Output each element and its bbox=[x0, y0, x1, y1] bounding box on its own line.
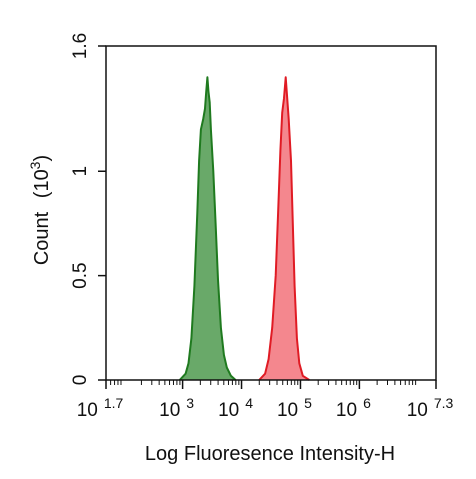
histogram-series-group bbox=[178, 76, 310, 381]
x-tick-label-0: 10 1.7 bbox=[77, 395, 124, 421]
x-tick-label-5: 10 7.3 bbox=[407, 395, 454, 421]
x-axis-title: Log Fluoresence Intensity-H bbox=[145, 443, 395, 465]
plot-area: 0 0.5 1 1.6 10 1.7 10 3 10 4 10 5 10 6 10 7.3 bbox=[70, 33, 454, 421]
x-tick-label-2: 10 4 bbox=[218, 395, 253, 421]
x-minor-ticks bbox=[110, 380, 417, 385]
y-tick-label-2: 1 bbox=[70, 166, 91, 177]
x-tick-label-1: 10 3 bbox=[159, 395, 194, 421]
y-axis-unit-exponent: 3 bbox=[27, 161, 43, 169]
histogram-line-2 bbox=[258, 76, 310, 381]
y-tick-label-0: 0 bbox=[70, 375, 91, 386]
y-axis-title: Count (103) bbox=[27, 155, 53, 265]
histogram-fill-1 bbox=[179, 77, 236, 381]
histogram-line-1 bbox=[178, 76, 237, 381]
x-tick-label-4: 10 6 bbox=[336, 395, 371, 421]
y-tick-label-1: 0.5 bbox=[70, 262, 91, 288]
y-axis-unit-open: (10 bbox=[31, 169, 53, 198]
plot-frame bbox=[105, 45, 437, 381]
y-axis-unit-close: ) bbox=[31, 155, 53, 162]
histogram-fill-2 bbox=[259, 77, 310, 381]
y-tick-label-3: 1.6 bbox=[70, 33, 91, 59]
y-axis: 0 0.5 1 1.6 bbox=[70, 33, 106, 386]
x-tick-label-3: 10 5 bbox=[277, 395, 312, 421]
x-axis: 10 1.7 10 3 10 4 10 5 10 6 10 7.3 bbox=[77, 380, 454, 421]
y-axis-title-label: Count bbox=[31, 211, 53, 265]
